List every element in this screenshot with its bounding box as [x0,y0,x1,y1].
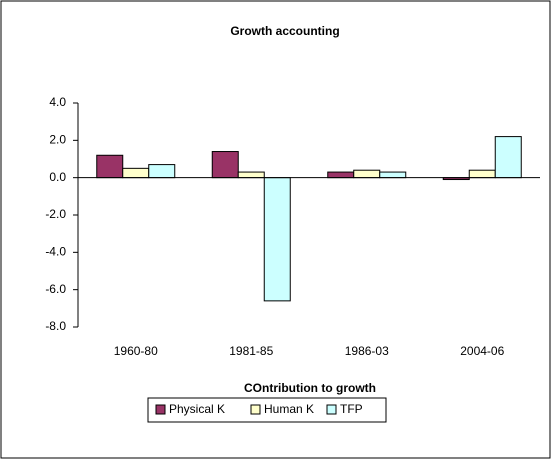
chart-title: Growth accounting [230,24,339,38]
y-tick-label: -2.0 [45,207,66,221]
x-tick-label: 2004-06 [460,344,504,358]
y-tick-label: 2.0 [49,133,66,147]
x-tick-label: 1986-03 [345,344,389,358]
legend-swatch [326,404,337,415]
legend-label: TFP [340,402,363,416]
bar [237,171,265,179]
x-axis-label: COntribution to growth [244,381,376,395]
bar [379,171,407,179]
y-tick-label: -6.0 [45,282,66,296]
bar [96,154,124,179]
y-tick-label: -8.0 [45,319,66,333]
bar [327,171,355,179]
legend-label: Human K [264,402,314,416]
bar [468,169,496,179]
y-tick-label: -4.0 [45,245,66,259]
y-tick-label: 4.0 [49,95,66,109]
legend-swatch [155,404,166,415]
x-tick-label: 1981-85 [229,344,273,358]
legend-label: Physical K [169,402,225,416]
legend-swatch [250,404,261,415]
legend-box [147,397,387,423]
x-tick-label: 1960-80 [114,344,158,358]
bar [353,169,381,179]
bar [211,151,239,179]
bar [494,136,522,179]
bar [122,167,150,179]
bar [263,177,291,302]
y-tick-label: 0.0 [49,170,66,184]
bar [148,164,176,179]
